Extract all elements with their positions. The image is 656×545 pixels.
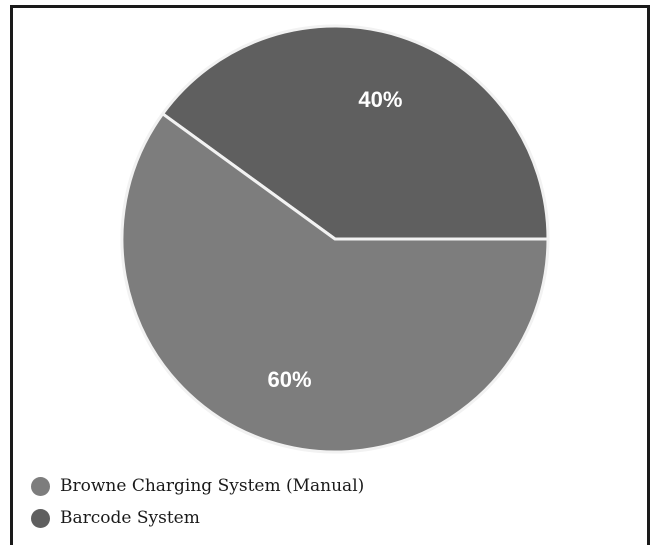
legend-swatch-browne: [31, 476, 50, 496]
slice-browne: [120, 112, 550, 454]
legend-label-browne: Browne Charging System (Manual): [60, 476, 365, 496]
pie-slices: [120, 24, 550, 454]
legend-label-barcode: Barcode System: [60, 508, 200, 528]
legend-item-browne: Browne Charging System (Manual): [31, 470, 364, 502]
legend-swatch-barcode: [31, 508, 50, 528]
slice-barcode: [161, 24, 550, 241]
slice-label-browne: 60%: [268, 367, 312, 392]
pie-labels: 40% 60%: [268, 87, 403, 392]
legend-item-barcode: Barcode System: [31, 502, 364, 534]
chart-frame: [10, 5, 650, 545]
legend: Browne Charging System (Manual) Barcode …: [31, 470, 364, 534]
slice-label-barcode: 40%: [358, 87, 402, 112]
